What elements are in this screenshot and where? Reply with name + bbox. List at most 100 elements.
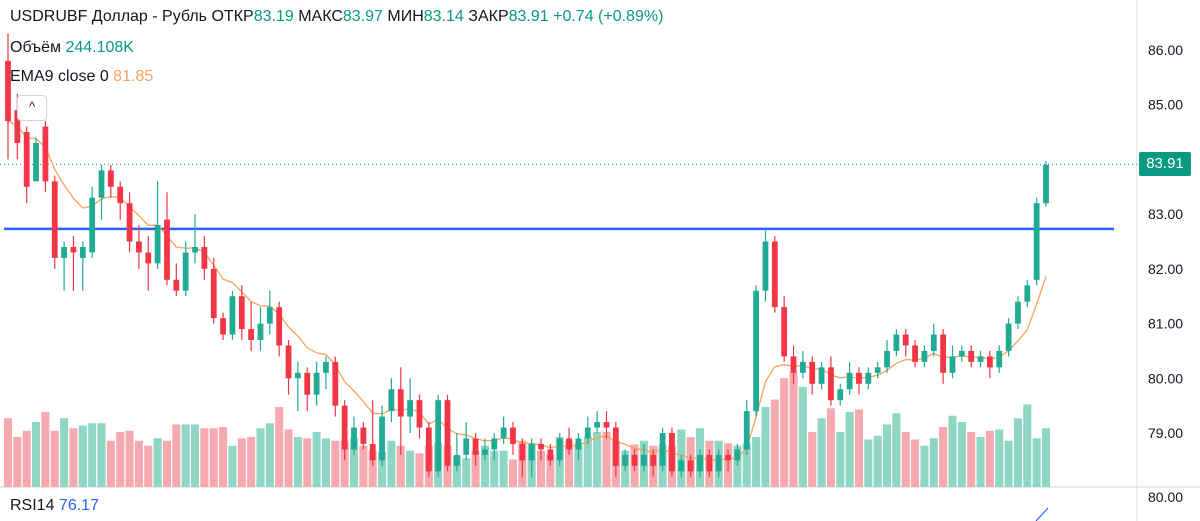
candle-body	[996, 350, 1003, 368]
candle-body	[837, 389, 844, 401]
volume-bar	[508, 459, 517, 487]
volume-bar	[378, 452, 387, 487]
candle-body	[379, 416, 385, 461]
volume-bar	[1013, 418, 1022, 487]
volume-bar	[144, 445, 153, 487]
rsi-label: RSI14	[10, 497, 55, 514]
y-tick-label: 85.00	[1148, 97, 1183, 113]
volume-bar	[583, 437, 592, 487]
candle-body	[33, 143, 39, 182]
volume-bar	[340, 440, 349, 487]
volume-bar	[162, 440, 171, 487]
volume-bar	[321, 438, 330, 487]
candle-body	[725, 454, 731, 461]
volume-bar	[191, 424, 200, 487]
volume-bar	[312, 432, 321, 487]
candle-body	[968, 350, 975, 362]
candle-body	[42, 126, 49, 182]
candle-body	[117, 186, 124, 204]
candle-body	[940, 334, 947, 373]
candle-body	[519, 443, 526, 461]
candle-body	[388, 389, 395, 412]
candle-body	[341, 405, 348, 450]
candle-body	[781, 307, 788, 357]
volume-bar	[396, 445, 405, 487]
volume-bar	[106, 440, 115, 487]
candle-body	[734, 449, 741, 461]
volume-bar	[247, 437, 256, 487]
volume-bar	[349, 438, 359, 487]
volume-bar	[1032, 438, 1041, 487]
candle-body	[332, 361, 339, 406]
candle-body	[397, 389, 404, 417]
volume-bar	[761, 407, 770, 487]
candle-body	[566, 438, 572, 450]
volume-bar	[845, 412, 854, 487]
candle-body	[107, 170, 114, 187]
volume-bar	[284, 429, 293, 487]
change-value: +0.74 (+0.89%)	[553, 8, 664, 25]
candle-body	[313, 372, 320, 395]
candle-body	[799, 361, 806, 373]
candle-body	[790, 356, 797, 373]
rsi-legend: RSI14 76.17	[10, 497, 99, 515]
candle-body	[603, 422, 610, 428]
candle-body	[893, 334, 900, 351]
candle-body	[818, 367, 825, 384]
candle-body	[126, 203, 133, 242]
volume-bar	[172, 424, 181, 487]
volume-bar	[181, 424, 190, 487]
volume-bar	[209, 428, 218, 487]
volume-bar	[97, 423, 106, 487]
candle-body	[678, 460, 685, 472]
candle-body	[323, 361, 329, 373]
y-tick-label: 83.00	[1148, 206, 1183, 222]
candle-body	[472, 438, 479, 455]
volume-bar	[471, 450, 480, 487]
ema-legend: EMA9 close 0 81.85	[10, 68, 153, 86]
candle-body	[771, 241, 778, 308]
candle-body	[182, 252, 189, 291]
candle-body	[98, 170, 105, 198]
open-value: 83.19	[253, 8, 294, 25]
volume-bar	[565, 440, 574, 487]
volume-bar	[228, 445, 237, 487]
close-label: ЗАКР	[468, 8, 509, 25]
volume-bar	[873, 435, 882, 487]
volume-bar	[219, 427, 228, 487]
volume-bar	[733, 445, 742, 487]
volume-bar	[415, 453, 424, 487]
candle-body	[482, 449, 488, 455]
candle-body	[584, 427, 591, 439]
candle-body	[89, 197, 96, 253]
candle-body	[23, 132, 30, 187]
candle-body	[145, 252, 152, 264]
rsi-value: 76.17	[58, 497, 99, 514]
volume-bar	[462, 458, 471, 487]
volume-bar	[985, 430, 994, 487]
volume-bar	[742, 443, 751, 487]
candle-body	[238, 296, 245, 330]
volume-bar	[752, 437, 761, 487]
symbol-description: Доллар - Рубль	[91, 8, 208, 25]
volume-bar	[3, 418, 13, 487]
volume-bar	[789, 372, 798, 487]
candle-body	[51, 181, 58, 258]
candle-body	[304, 372, 311, 395]
volume-bar	[60, 418, 69, 487]
collapse-legend-button[interactable]: ^	[17, 95, 47, 121]
volume-bar	[125, 430, 134, 487]
high-label: МАКС	[298, 8, 343, 25]
y-tick-label: 79.00	[1148, 425, 1183, 441]
candle-body	[650, 454, 657, 466]
volume-bar	[883, 424, 892, 487]
candle-body	[201, 246, 208, 269]
volume-bar	[237, 438, 246, 487]
volume-bar	[134, 440, 143, 487]
volume-bar	[1004, 440, 1013, 487]
candle-body	[266, 307, 273, 324]
candle-body	[809, 361, 816, 384]
symbol-name: USDRUBF	[10, 8, 88, 25]
